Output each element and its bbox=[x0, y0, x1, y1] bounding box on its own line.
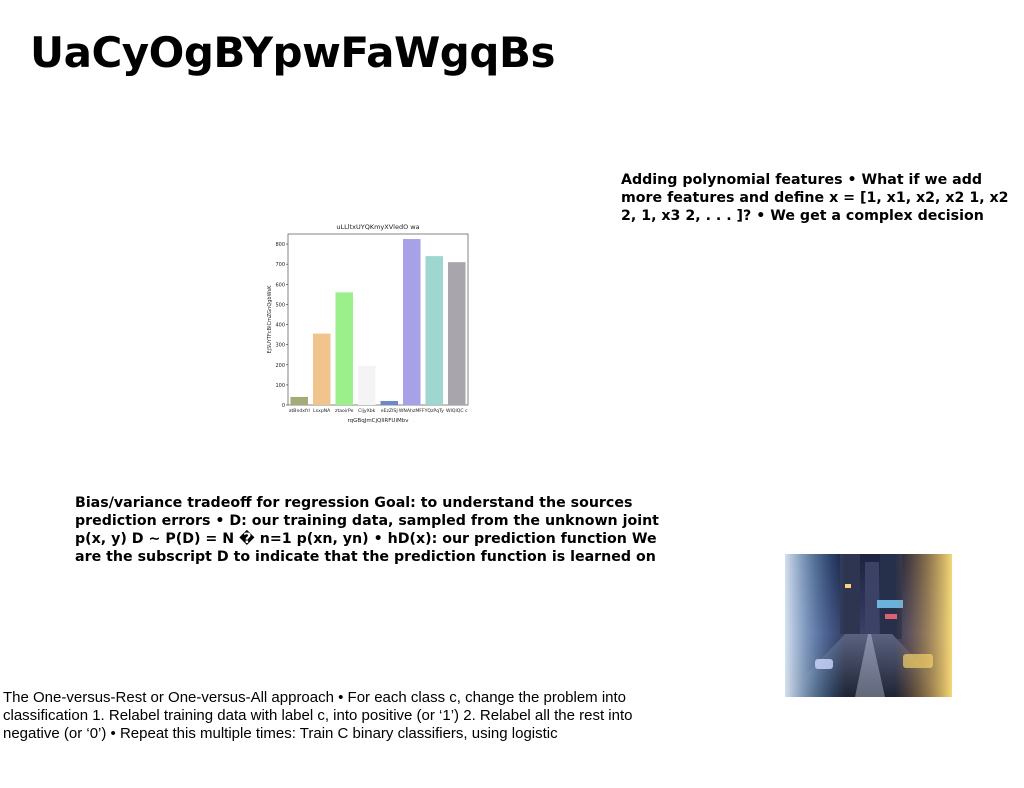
slide-title: UaCyOgBYpwFaWgqBs bbox=[30, 28, 555, 77]
bar-ztaoirPe bbox=[335, 292, 354, 405]
bar-CljyXbk bbox=[357, 365, 376, 405]
y-axis-label: EjSUYTFcBiCmZGnQgbWsK bbox=[267, 285, 273, 354]
y-tick-label-1: 100 bbox=[275, 383, 285, 389]
city-night-photo bbox=[785, 554, 952, 697]
bar-chart: uLLltxUYQKmyXVledO wa 0 100 200 300 400 500 600… bbox=[262, 218, 472, 432]
bar-atBndxfrl bbox=[290, 396, 309, 405]
y-tick-label-7: 700 bbox=[275, 262, 285, 268]
one-versus-rest-text: The One-versus-Rest or One-versus-All ap… bbox=[3, 689, 633, 742]
chart-plot-frame bbox=[287, 233, 469, 406]
bar-YQzPqTy bbox=[425, 256, 444, 405]
bar-eEzZISJ bbox=[380, 400, 399, 405]
bar-WNAhzMFF bbox=[402, 239, 421, 405]
y-tick-label-3: 300 bbox=[275, 343, 285, 349]
x-tick-label-5: WNAhzMFF bbox=[399, 408, 425, 414]
bar-chart-svg: uLLltxUYQKmyXVledO wa 0 100 200 300 400 500 600… bbox=[267, 223, 469, 424]
city-photo-image bbox=[785, 554, 952, 697]
x-axis-label: rqGBqJmCjQllRFUiMbv bbox=[348, 418, 410, 424]
x-tick-label-1: LsxpNA bbox=[313, 408, 331, 414]
chart-title: uLLltxUYQKmyXVledO wa bbox=[336, 223, 419, 231]
x-tick-label-6: YQzPqTy bbox=[424, 408, 445, 414]
y-tick-label-6: 600 bbox=[275, 282, 285, 288]
x-tick-label-0: atBndxfrl bbox=[289, 408, 310, 414]
x-tick-label-4: eEzZISJ bbox=[381, 408, 398, 414]
y-tick-label-4: 400 bbox=[275, 323, 285, 329]
y-tick-label-5: 500 bbox=[275, 302, 285, 308]
x-tick-label-3: CljyXbk bbox=[358, 408, 376, 414]
bar-WIQlQC c bbox=[447, 262, 466, 405]
bar-LsxpNA bbox=[312, 333, 331, 405]
bias-variance-text: Bias/variance tradeoff for regression Go… bbox=[75, 495, 659, 565]
x-tick-label-2: ztaoirPe bbox=[335, 408, 354, 414]
x-tick-label-7: WIQlQC c bbox=[446, 408, 468, 414]
y-tick-label-2: 200 bbox=[275, 363, 285, 369]
y-tick-label-0: 0 bbox=[282, 403, 285, 409]
polynomial-features-text: Adding polynomial features • What if we … bbox=[621, 172, 1009, 224]
y-tick-label-8: 800 bbox=[275, 242, 285, 248]
